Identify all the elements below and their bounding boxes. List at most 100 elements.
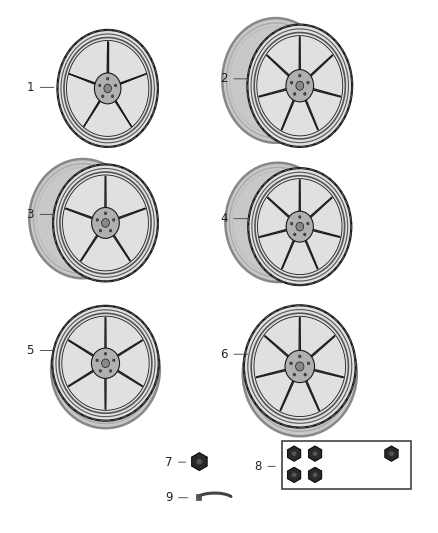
Ellipse shape [296,222,304,231]
Ellipse shape [307,362,310,365]
Ellipse shape [307,81,309,84]
Text: 7: 7 [165,456,172,469]
Ellipse shape [292,472,297,478]
Ellipse shape [114,84,117,87]
Polygon shape [113,340,142,359]
Bar [196,495,201,500]
Polygon shape [192,453,207,470]
Ellipse shape [292,451,297,456]
Ellipse shape [113,219,115,221]
Polygon shape [267,55,293,80]
Text: 3: 3 [27,208,34,221]
Ellipse shape [113,359,115,361]
Polygon shape [267,197,293,221]
Ellipse shape [99,229,102,232]
Ellipse shape [196,459,202,465]
Ellipse shape [223,18,329,143]
Polygon shape [115,74,146,86]
Polygon shape [308,87,341,97]
Ellipse shape [52,306,159,421]
Polygon shape [281,94,297,130]
Polygon shape [280,375,297,410]
Polygon shape [309,446,321,461]
Ellipse shape [299,74,301,77]
Ellipse shape [312,451,318,456]
Ellipse shape [96,359,98,361]
Ellipse shape [53,165,158,281]
Ellipse shape [312,472,318,478]
Ellipse shape [111,95,114,98]
Polygon shape [70,74,100,86]
Ellipse shape [293,373,296,376]
Text: 5: 5 [27,344,34,357]
Ellipse shape [29,159,136,278]
Ellipse shape [92,207,119,238]
Polygon shape [84,96,103,126]
Ellipse shape [293,93,296,95]
Ellipse shape [299,216,301,219]
Ellipse shape [296,81,304,90]
Polygon shape [105,317,106,354]
Polygon shape [288,446,300,461]
Polygon shape [307,336,335,361]
Polygon shape [260,228,292,237]
Polygon shape [265,336,293,361]
Ellipse shape [110,229,112,232]
Polygon shape [385,446,398,461]
Polygon shape [299,180,300,217]
Ellipse shape [110,369,112,372]
Ellipse shape [104,84,111,93]
Polygon shape [299,37,300,76]
Ellipse shape [102,219,110,227]
Ellipse shape [304,233,306,236]
Polygon shape [308,228,340,237]
Polygon shape [113,367,142,386]
Polygon shape [68,367,98,386]
Ellipse shape [304,93,306,95]
Polygon shape [113,208,145,221]
Ellipse shape [286,70,314,102]
Ellipse shape [293,233,296,236]
Polygon shape [68,340,98,359]
Ellipse shape [226,163,331,282]
Ellipse shape [290,362,292,365]
Ellipse shape [106,77,109,80]
Text: 9: 9 [165,491,172,504]
Text: 8: 8 [254,460,262,473]
Polygon shape [112,96,131,126]
Polygon shape [306,55,333,80]
Ellipse shape [102,359,110,368]
Polygon shape [309,368,343,378]
Polygon shape [288,467,300,482]
Ellipse shape [99,84,101,87]
Polygon shape [306,197,332,221]
Ellipse shape [296,362,304,371]
Polygon shape [303,94,318,130]
Ellipse shape [304,373,307,376]
Ellipse shape [51,311,160,428]
Polygon shape [299,318,300,357]
Polygon shape [282,235,297,269]
Polygon shape [66,208,97,221]
Ellipse shape [285,350,314,383]
Ellipse shape [104,212,107,215]
Ellipse shape [299,355,301,358]
Text: 6: 6 [220,348,228,361]
Ellipse shape [92,348,120,378]
Ellipse shape [99,369,102,372]
Ellipse shape [247,25,352,147]
Polygon shape [107,42,108,79]
Polygon shape [256,368,291,378]
Polygon shape [303,375,319,410]
Ellipse shape [286,211,313,242]
Ellipse shape [248,168,351,285]
Ellipse shape [389,451,394,456]
Ellipse shape [104,352,107,355]
Polygon shape [105,373,106,409]
Polygon shape [309,467,321,482]
Ellipse shape [102,95,104,98]
Polygon shape [303,235,318,269]
Ellipse shape [307,222,309,225]
Polygon shape [105,176,106,213]
Text: 4: 4 [220,212,228,225]
